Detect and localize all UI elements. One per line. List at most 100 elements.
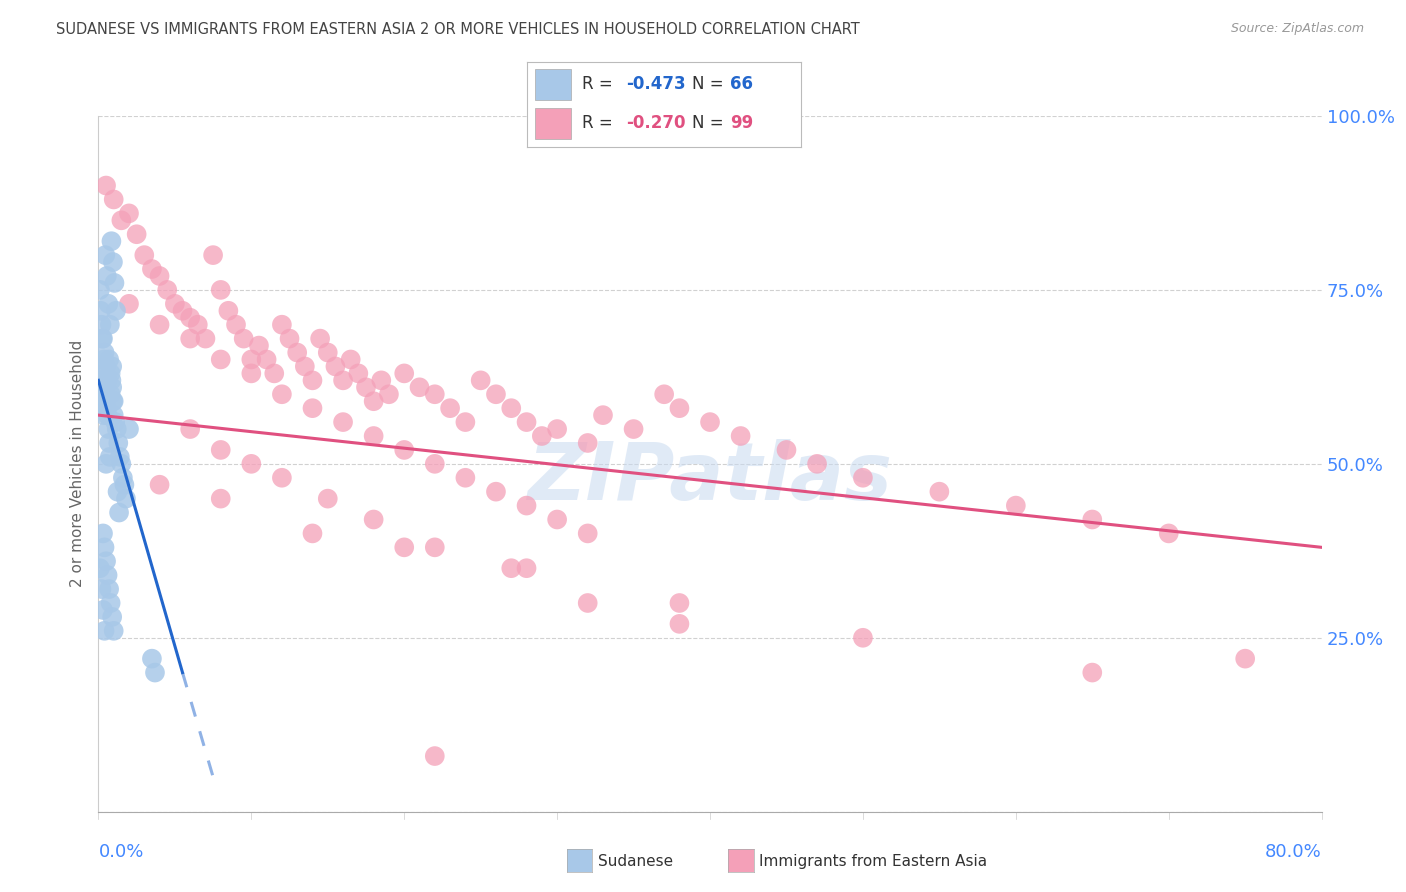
- Point: [485, 484, 508, 499]
- Point: [100, 234, 122, 248]
- Point: [141, 262, 163, 277]
- Point: [263, 367, 285, 381]
- Point: [91, 603, 114, 617]
- Point: [90, 401, 112, 416]
- Point: [179, 332, 201, 346]
- Point: [576, 436, 599, 450]
- FancyBboxPatch shape: [536, 108, 571, 139]
- Point: [98, 318, 121, 332]
- Point: [852, 631, 875, 645]
- Point: [270, 318, 294, 332]
- Point: [217, 303, 239, 318]
- Point: [256, 352, 278, 367]
- Point: [97, 373, 120, 387]
- Text: Source: ZipAtlas.com: Source: ZipAtlas.com: [1230, 22, 1364, 36]
- Point: [699, 415, 721, 429]
- Point: [194, 332, 217, 346]
- Point: [94, 387, 117, 401]
- Point: [107, 436, 129, 450]
- Point: [240, 367, 263, 381]
- Point: [105, 422, 128, 436]
- Point: [423, 749, 446, 764]
- Point: [363, 512, 385, 526]
- Point: [232, 332, 254, 346]
- Text: 66: 66: [730, 76, 754, 94]
- Text: N =: N =: [692, 114, 728, 132]
- Point: [103, 276, 125, 290]
- Point: [93, 367, 115, 381]
- Point: [103, 193, 125, 207]
- Point: [370, 373, 392, 387]
- Point: [107, 484, 129, 499]
- Point: [101, 610, 124, 624]
- Point: [91, 332, 114, 346]
- Point: [90, 318, 112, 332]
- Point: [97, 568, 120, 582]
- Point: [156, 283, 179, 297]
- Point: [354, 380, 377, 394]
- Point: [408, 380, 430, 394]
- Point: [332, 373, 354, 387]
- Point: [149, 268, 172, 283]
- Point: [112, 477, 135, 491]
- Point: [98, 450, 121, 464]
- Point: [97, 408, 120, 422]
- Point: [285, 345, 308, 359]
- Point: [134, 248, 156, 262]
- Point: [101, 359, 124, 374]
- Point: [668, 401, 690, 416]
- Point: [91, 332, 114, 346]
- Point: [301, 401, 323, 416]
- Point: [392, 541, 416, 555]
- Point: [347, 367, 370, 381]
- Point: [179, 422, 201, 436]
- Point: [501, 561, 523, 575]
- Point: [423, 541, 446, 555]
- Point: [1081, 512, 1104, 526]
- Point: [423, 457, 446, 471]
- Point: [89, 561, 111, 575]
- Point: [179, 310, 201, 325]
- Point: [209, 352, 232, 367]
- Point: [149, 318, 172, 332]
- Point: [93, 541, 115, 555]
- Point: [93, 352, 115, 367]
- Point: [240, 457, 263, 471]
- Point: [110, 457, 132, 471]
- Point: [516, 561, 538, 575]
- Point: [852, 471, 875, 485]
- Text: 99: 99: [730, 114, 754, 132]
- Point: [546, 422, 568, 436]
- Text: SUDANESE VS IMMIGRANTS FROM EASTERN ASIA 2 OR MORE VEHICLES IN HOUSEHOLD CORRELA: SUDANESE VS IMMIGRANTS FROM EASTERN ASIA…: [56, 22, 860, 37]
- Point: [668, 596, 690, 610]
- Point: [1004, 499, 1026, 513]
- Point: [1157, 526, 1180, 541]
- Point: [103, 408, 125, 422]
- Point: [97, 297, 120, 311]
- Point: [94, 554, 117, 568]
- Point: [668, 616, 690, 631]
- Point: [90, 373, 112, 387]
- Point: [325, 359, 347, 374]
- Point: [89, 283, 111, 297]
- Point: [516, 499, 538, 513]
- Point: [623, 422, 645, 436]
- Point: [546, 512, 568, 526]
- Text: -0.473: -0.473: [626, 76, 686, 94]
- Point: [576, 526, 599, 541]
- Y-axis label: 2 or more Vehicles in Household: 2 or more Vehicles in Household: [69, 340, 84, 588]
- Point: [93, 345, 115, 359]
- Point: [454, 471, 477, 485]
- Point: [316, 491, 339, 506]
- Point: [90, 582, 112, 596]
- Point: [98, 436, 121, 450]
- Point: [93, 624, 115, 638]
- Point: [115, 491, 138, 506]
- Point: [209, 283, 232, 297]
- Point: [378, 387, 401, 401]
- Point: [301, 526, 323, 541]
- Point: [294, 359, 316, 374]
- Point: [225, 318, 247, 332]
- Point: [94, 359, 117, 374]
- Point: [118, 206, 141, 220]
